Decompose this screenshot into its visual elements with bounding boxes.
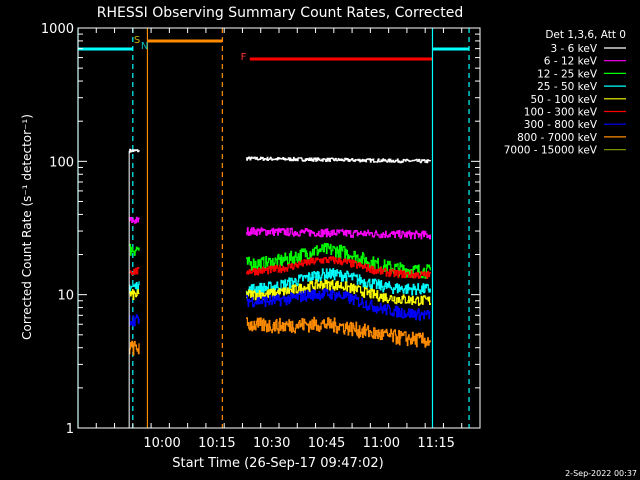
x-tick-label: 10:45 [308,436,345,451]
y-tick-label: 10 [57,289,74,304]
y-axis-label: Corrected Count Rate (s⁻¹ detector⁻¹) [20,114,34,340]
x-tick-label: 10:15 [198,436,235,451]
series-line-6 [129,314,140,327]
chart-title: RHESSI Observing Summary Count Rates, Co… [97,5,463,21]
flag-label-f: F [241,52,247,63]
series-line-4 [246,279,431,306]
series-line-4 [129,289,140,300]
legend-label: 800 - 7000 keV [517,132,598,144]
flag-label-s: S [134,35,140,46]
series-line-1 [246,227,431,240]
series-line-5 [129,267,140,276]
y-axis-ticks: 1 10 100 1000 [41,22,480,437]
legend-label: 7000 - 15000 keV [504,145,598,157]
series-line-0 [246,156,431,164]
series-line-3 [246,268,431,296]
legend-label: 100 - 300 keV [524,107,598,119]
legend-label: 50 - 100 keV [530,94,597,106]
legend-label: 25 - 50 keV [537,81,598,93]
y-tick-label: 1 [66,422,74,437]
series-line-0 [129,148,140,154]
x-axis-label: Start Time (26-Sep-17 09:47:02) [172,456,383,471]
x-axis-ticks: 10:00 10:15 10:30 10:45 11:00 11:15 [77,28,481,451]
series-line-7 [246,316,431,348]
x-tick-label: 10:00 [143,436,180,451]
series-line-1 [129,216,140,224]
y-tick-label: 1000 [41,22,74,37]
legend-label: 6 - 12 keV [544,56,598,68]
plot-area: SN F [77,28,470,428]
legend-title: Det 1,3,6, Att 0 [545,29,626,41]
series-line-2 [129,243,140,256]
x-tick-label: 11:00 [363,436,400,451]
flag-label-n: N [141,41,148,52]
legend-label: 300 - 800 keV [524,119,598,131]
date-stamp: 2-Sep-2022 00:37 [565,469,637,478]
x-tick-label: 11:15 [417,436,454,451]
y-tick-label: 100 [49,155,74,170]
series-line-6 [246,288,431,321]
x-tick-label: 10:30 [253,436,290,451]
legend-label: 12 - 25 keV [537,68,598,80]
legend-label: 3 - 6 keV [550,43,597,55]
series-line-5 [246,256,431,279]
series-line-7 [129,340,140,356]
